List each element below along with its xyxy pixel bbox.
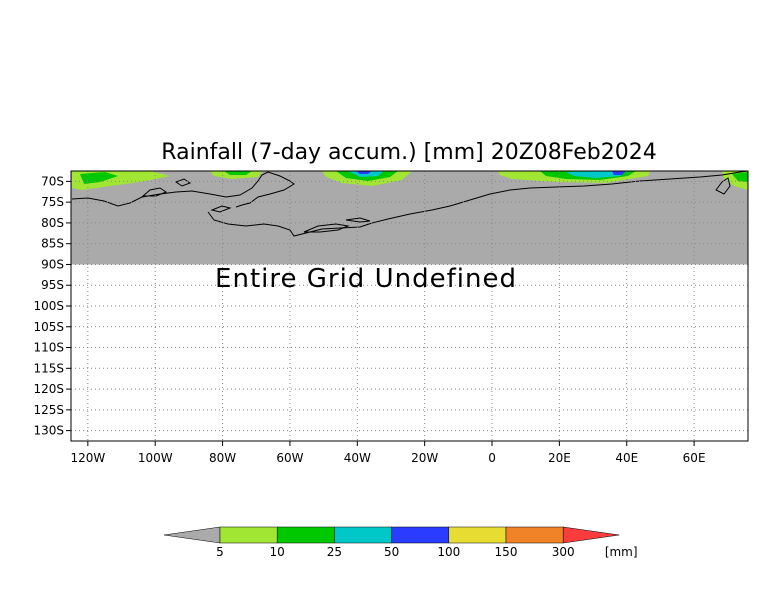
rainfall-patches [72,171,748,190]
colorbar-level-label: 5 [216,545,224,559]
rainfall-patch-medium [224,171,252,175]
y-tick-label: 90S [41,257,64,271]
colorbar-segment [276,526,335,544]
rainfall-patch-very-high [356,171,372,174]
grid-lines [71,171,748,441]
colorbar-segment [505,526,564,544]
x-tick-label: 80W [209,451,236,465]
x-tick-label: 60E [683,451,706,465]
x-tick-label: 120W [70,451,105,465]
colorbar-segment [219,526,278,544]
chart-title: Rainfall (7-day accum.) [mm] 20Z08Feb202… [161,140,656,165]
y-tick-label: 110S [33,341,64,355]
y-tick-label: 115S [33,361,64,375]
colorbar-level-label: 25 [327,545,342,559]
colorbar-level-label: 100 [437,545,460,559]
antarctica-coastline [71,170,749,237]
colorbar-level-label: 300 [552,545,575,559]
colorbar-arrow-low [163,526,221,544]
y-tick-label: 130S [33,424,64,438]
colorbar-level-label: 150 [495,545,518,559]
y-tick-label: 80S [41,216,64,230]
colorbar-arrow-high [562,526,620,544]
defined-data-region [71,171,748,265]
colorbar-segment [448,526,507,544]
map-layer [71,170,749,265]
colorbar-legend: 5 10 25 50 100 150 300 [mm] [163,526,638,559]
y-tick-label: 105S [33,320,64,334]
colorbar-level-label: 10 [270,545,285,559]
x-tick-label: 40E [615,451,638,465]
colorbar-segment [334,526,392,544]
x-tick-label: 40W [344,451,371,465]
y-tick-label: 120S [33,382,64,396]
y-tick-label: 125S [33,403,64,417]
rainfall-patch-very-high [612,171,626,175]
y-tick-label: 100S [33,299,64,313]
y-tick-label: 85S [41,237,64,251]
rainfall-patch-high [566,171,626,178]
x-tick-label: 100W [138,451,173,465]
x-tick-label: 20E [548,451,571,465]
undefined-grid-notice: Entire Grid Undefined [215,264,517,294]
x-axis-ticks: 120W 100W 80W 60W 40W 20W 0 20E 40E 60E [70,441,706,465]
y-tick-label: 70S [41,174,64,188]
colorbar-unit-label: [mm] [605,545,638,559]
rainfall-patch-medium [80,172,118,184]
x-tick-label: 20W [411,451,438,465]
y-tick-label: 75S [41,195,64,209]
x-tick-label: 0 [488,451,496,465]
x-tick-label: 60W [276,451,303,465]
y-tick-label: 95S [41,278,64,292]
colorbar-segment [391,526,450,544]
y-axis-ticks: 70S 75S 80S 85S 90S 95S 100S 105S 110S 115S 120S 12… [33,174,71,438]
rainfall-patch-medium [732,172,748,182]
colorbar-level-label: 50 [384,545,399,559]
